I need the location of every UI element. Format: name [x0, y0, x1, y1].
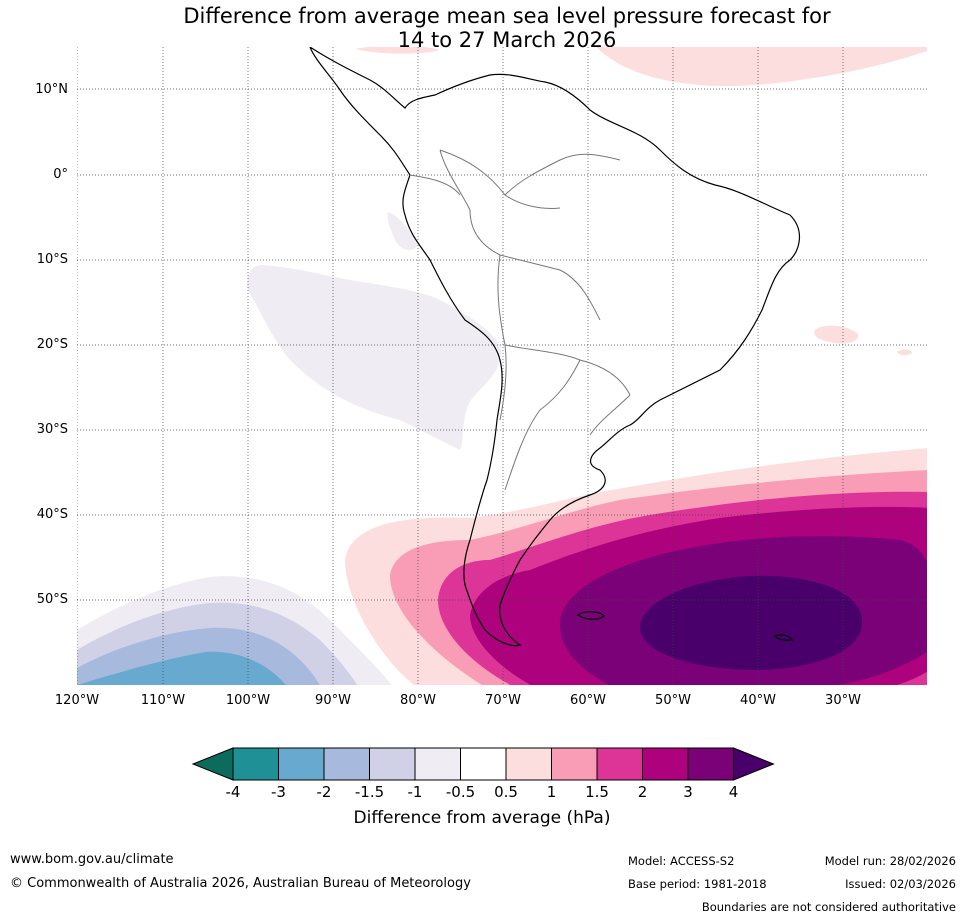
title-line-2: 14 to 27 March 2026 — [397, 28, 617, 52]
lon-label-70w: 70°W — [485, 693, 521, 708]
falkland-islands — [576, 611, 605, 620]
lon-label-80w: 80°W — [400, 693, 436, 708]
lon-label-40w: 40°W — [740, 693, 776, 708]
contour-4-south — [639, 575, 863, 670]
colorbar-tick-label: 2 — [637, 783, 648, 801]
colorbar-tick-label: -3 — [271, 783, 286, 801]
lat-label-30s: 30°S — [36, 422, 68, 437]
colorbar-tick-label: -2 — [316, 783, 332, 801]
lat-label-40s: 40°S — [36, 507, 68, 522]
chart-title: Difference from average mean sea level p… — [77, 4, 937, 52]
footer-base-period: Base period: 1981-2018 — [628, 877, 767, 891]
contour-0.5-north-2 — [355, 47, 440, 54]
title-line-1: Difference from average mean sea level p… — [183, 4, 831, 28]
colorbar-label: Difference from average (hPa) — [353, 808, 611, 828]
lat-label-20s: 20°S — [36, 337, 68, 352]
south-america-coastline — [309, 47, 800, 647]
colorbar-tick-label: 4 — [728, 783, 739, 801]
lon-label-100w: 100°W — [225, 693, 271, 708]
footer-copyright: © Commonwealth of Australia 2026, Austra… — [10, 876, 471, 891]
colorbar-tick-label: -1 — [407, 783, 423, 801]
gridlines — [77, 47, 927, 685]
lon-label-90w: 90°W — [315, 693, 351, 708]
footer-model: Model: ACCESS-S2 — [628, 854, 735, 868]
colorbar-tick-label: 0.5 — [494, 783, 518, 801]
contour-neg2-west — [77, 651, 286, 685]
footer-model-run: Model run: 28/02/2026 — [824, 854, 956, 868]
south-georgia — [774, 634, 793, 641]
footer-issued: Issued: 02/03/2026 — [845, 877, 956, 891]
colorbar-tick-label: -1.5 — [354, 783, 385, 801]
lat-label-10s: 10°S — [36, 252, 68, 267]
country-borders — [409, 149, 631, 491]
colorbar-tick-label: 1 — [546, 783, 557, 801]
footer-url[interactable]: www.bom.gov.au/climate — [10, 852, 174, 867]
contour-0.5-east-2 — [897, 349, 912, 356]
colorbar-tick-label: 3 — [683, 783, 693, 801]
colorbar-tick-label: -0.5 — [445, 783, 476, 801]
colorbar-tick-label: 1.5 — [585, 783, 609, 801]
lon-label-30w: 30°W — [825, 693, 861, 708]
lat-label-50s: 50°S — [36, 592, 68, 607]
footer-disclaimer: Boundaries are not considered authoritat… — [701, 900, 956, 914]
lon-label-60w: 60°W — [570, 693, 606, 708]
contour-neg0.5-coast — [387, 212, 418, 251]
lon-label-120w: 120°W — [54, 693, 100, 708]
lon-label-110w: 110°W — [140, 693, 186, 708]
colorbar-tick-label: -4 — [225, 783, 241, 801]
contour-0.5-north — [596, 47, 927, 87]
contour-neg0.5-pacific — [247, 265, 501, 450]
lat-label-0: 0° — [53, 167, 68, 182]
lat-label-10n: 10°N — [35, 82, 68, 97]
contour-0.5-east — [814, 325, 859, 344]
lon-label-50w: 50°W — [655, 693, 691, 708]
